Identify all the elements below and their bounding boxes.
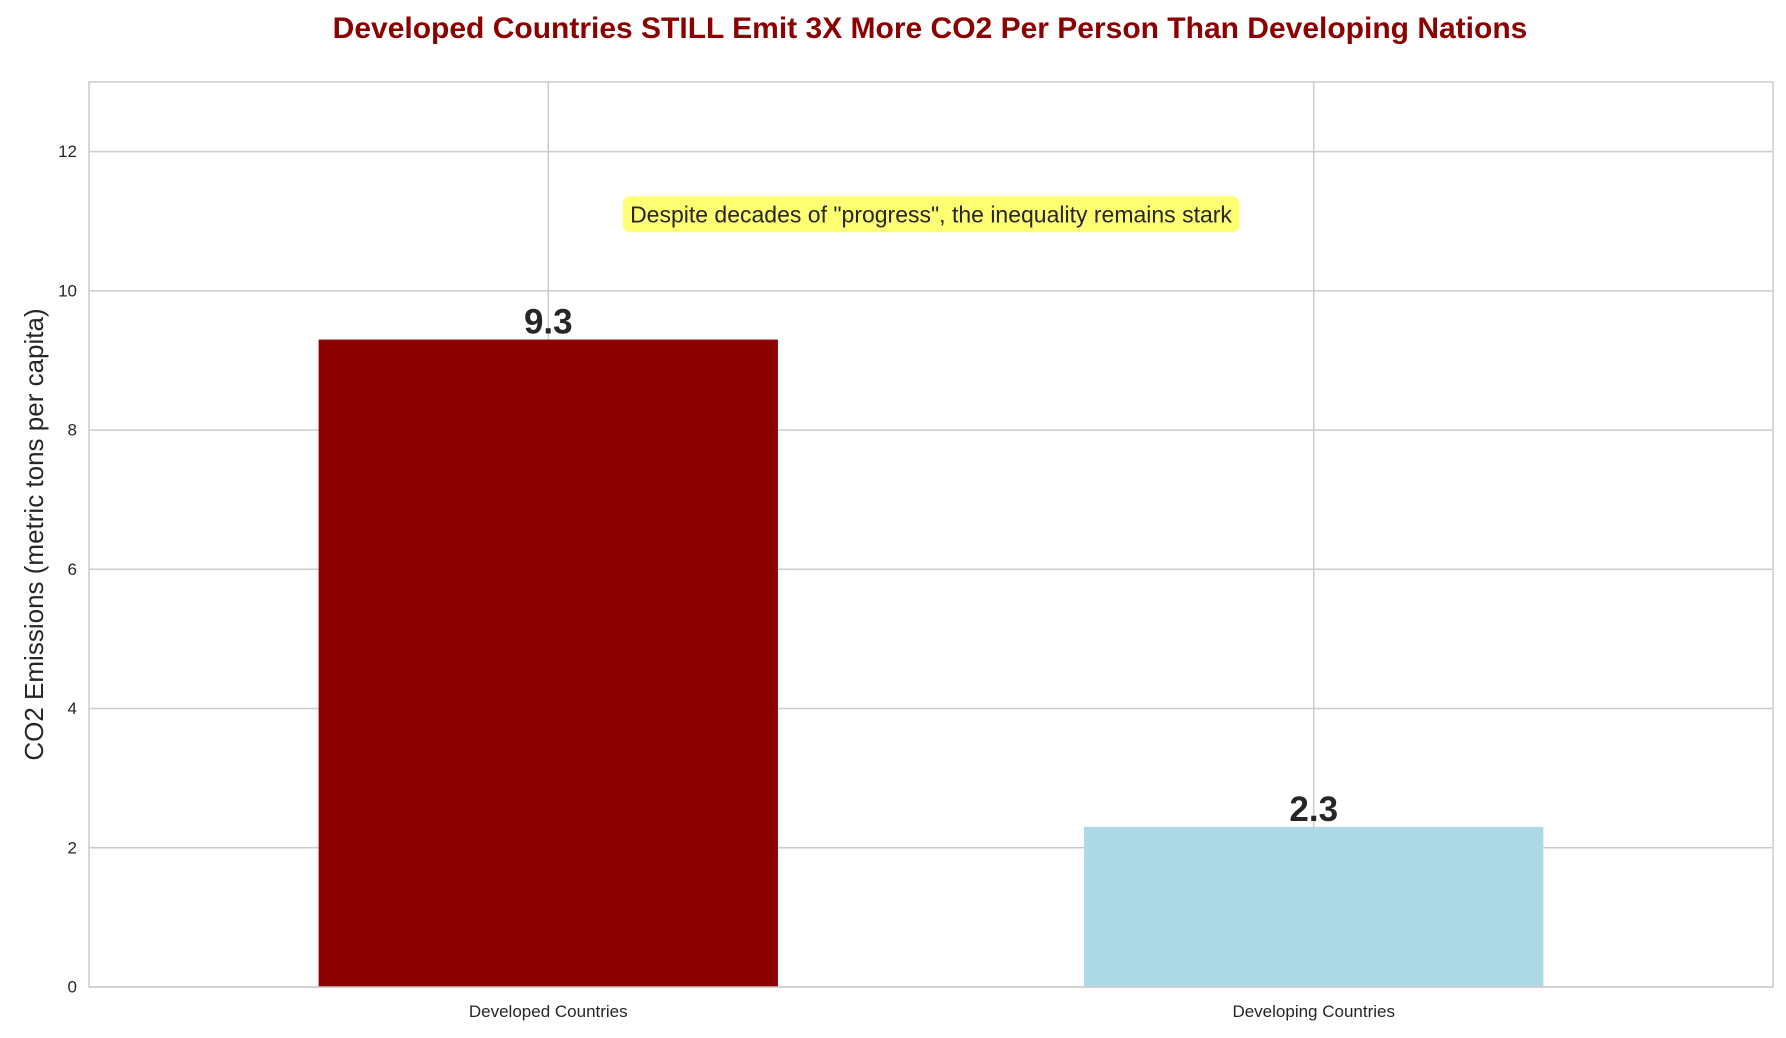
y-tick-label: 10 bbox=[58, 281, 77, 300]
annotation: Despite decades of "progress", the inequ… bbox=[623, 196, 1240, 233]
x-tick-label: Developing Countries bbox=[1232, 1002, 1395, 1021]
annotation-box bbox=[623, 196, 1240, 233]
y-tick-label: 12 bbox=[58, 142, 77, 161]
bars bbox=[318, 339, 1544, 988]
bar-value-label: 2.3 bbox=[1289, 790, 1338, 829]
y-tick-label: 6 bbox=[68, 560, 77, 579]
y-tick-label: 0 bbox=[68, 978, 77, 997]
chart-title: Developed Countries STILL Emit 3X More C… bbox=[333, 12, 1528, 45]
x-tick-label: Developed Countries bbox=[469, 1002, 628, 1021]
data-labels: 9.3 2.3 bbox=[524, 303, 1338, 829]
y-tick-label: 2 bbox=[68, 838, 77, 857]
bar-value-label: 9.3 bbox=[524, 303, 573, 342]
y-tick-label: 8 bbox=[68, 421, 77, 440]
x-tick-labels: Developed Countries Developing Countries bbox=[469, 1002, 1395, 1021]
y-tick-labels: 0 2 4 6 8 10 12 bbox=[58, 142, 77, 996]
y-axis-label: CO2 Emissions (metric tons per capita) bbox=[19, 308, 49, 760]
bar bbox=[1084, 826, 1544, 987]
y-tick-label: 4 bbox=[68, 699, 77, 718]
annotation-text: Despite decades of "progress", the inequ… bbox=[630, 201, 1232, 227]
axes-frame bbox=[88, 81, 1774, 988]
bar bbox=[318, 339, 778, 988]
